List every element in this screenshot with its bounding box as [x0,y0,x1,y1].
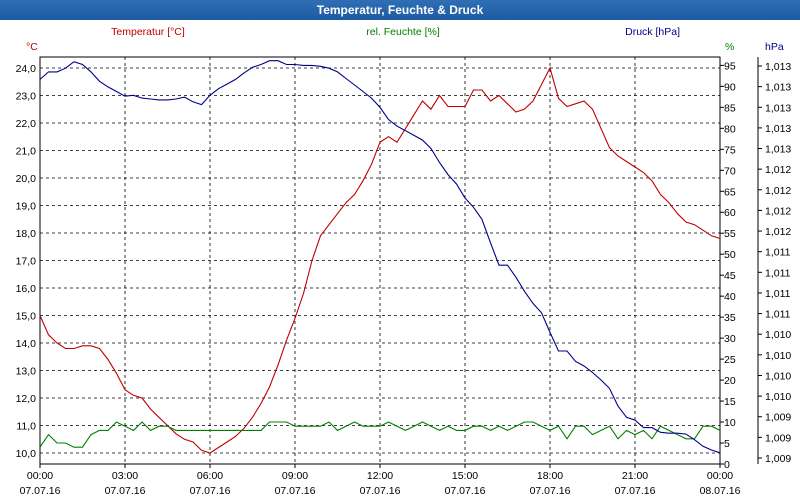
pressure-tick-label: 1,010 [765,329,791,341]
temperature-axis-label: Temperatur [°C] [111,26,185,38]
pressure-tick-label: 1,012 [765,185,791,197]
temperature-tick-label: 24,0 [16,63,37,75]
temperature-tick-label: 20,0 [16,173,37,185]
humidity-unit: % [725,41,734,53]
x-tick-time: 06:00 [197,470,223,482]
pressure-tick-label: 1,009 [765,453,791,465]
pressure-tick-label: 1,011 [765,309,791,321]
pressure-tick-label: 1,013 [765,144,791,156]
temperature-tick-label: 14,0 [16,338,37,350]
humidity-tick-label: 95 [724,60,736,72]
temperature-tick-label: 17,0 [16,256,37,268]
x-tick-time: 00:00 [707,470,733,482]
pressure-tick-label: 1,011 [765,247,791,259]
humidity-tick-label: 50 [724,249,736,261]
axis-labels: Temperatur [°C] rel. Feuchte [%] Druck [hP… [26,26,784,53]
pressure-axis: 1,009 1,009 1,009 1,010 1,010 1,010 1,010 1,011… [757,57,791,465]
series-line-humidity [39,421,721,448]
x-tick-time: 12:00 [367,470,393,482]
pressure-tick-label: 1,011 [765,267,791,279]
humidity-tick-label: 65 [724,186,736,198]
line-chart: 10,0 11,0 12,0 13,0 14,0 15,0 16,0 17,0 18,0 19,0… [16,26,792,497]
temperature-tick-label: 15,0 [16,311,37,323]
series-layer [39,60,721,454]
temperature-tick-label: 10,0 [16,448,37,460]
window-title: Temperatur, Feuchte & Druck [0,0,800,20]
pressure-tick-label: 1,010 [765,370,791,382]
pressure-tick-label: 1,012 [765,164,791,176]
x-tick-time: 09:00 [282,470,308,482]
pressure-unit: hPa [765,41,784,53]
temperature-tick-label: 23,0 [16,91,37,103]
pressure-tick-label: 1,013 [765,82,791,94]
humidity-tick-label: 60 [724,207,736,219]
gridlines [40,57,720,464]
x-tick-date: 07.07.16 [275,485,316,497]
x-tick-time: 15:00 [452,470,478,482]
temperature-tick-label: 21,0 [16,146,37,158]
humidity-tick-label: 35 [724,312,736,324]
x-tick-time: 00:00 [27,470,53,482]
humidity-tick-label: 30 [724,333,736,345]
series-line-pressure [39,60,721,454]
pressure-axis-label: Druck [hPa] [625,26,680,38]
x-tick-date: 07.07.16 [20,485,61,497]
humidity-tick-label: 90 [724,81,736,93]
pressure-tick-label: 1,013 [765,61,791,73]
temperature-tick-label: 16,0 [16,283,37,295]
humidity-axis-label: rel. Feuchte [%] [366,26,440,38]
humidity-tick-label: 85 [724,102,736,114]
pressure-tick-label: 1,009 [765,432,791,444]
humidity-tick-label: 20 [724,375,736,387]
temperature-tick-label: 19,0 [16,201,37,213]
pressure-tick-label: 1,012 [765,226,791,238]
temperature-tick-label: 18,0 [16,228,37,240]
pressure-tick-label: 1,011 [765,288,791,300]
x-tick-date: 07.07.16 [445,485,486,497]
x-tick-date: 08.07.16 [700,485,741,497]
x-axis: 00:00 07.07.16 03:00 07.07.16 06:00 07.07.16 0… [20,464,741,497]
pressure-tick-label: 1,010 [765,391,791,403]
x-tick-date: 07.07.16 [360,485,401,497]
temperature-axis: 10,0 11,0 12,0 13,0 14,0 15,0 16,0 17,0 18,0 19,0… [16,63,37,460]
x-tick-date: 07.07.16 [615,485,656,497]
humidity-tick-label: 15 [724,396,736,408]
pressure-tick-label: 1,012 [765,205,791,217]
temperature-unit: °C [26,41,38,53]
temperature-tick-label: 13,0 [16,366,37,378]
temperature-tick-label: 22,0 [16,118,37,130]
humidity-tick-label: 10 [724,417,736,429]
temperature-tick-label: 11,0 [16,421,36,433]
humidity-tick-label: 80 [724,123,736,135]
x-tick-time: 21:00 [622,470,648,482]
humidity-tick-label: 5 [724,438,730,450]
x-tick-date: 07.07.16 [530,485,571,497]
humidity-tick-label: 75 [724,144,736,156]
x-tick-time: 03:00 [112,470,138,482]
x-tick-date: 07.07.16 [190,485,231,497]
pressure-tick-label: 1,013 [765,123,791,135]
x-tick-date: 07.07.16 [105,485,146,497]
pressure-tick-label: 1,010 [765,350,791,362]
humidity-axis: 0 5 10 15 20 25 30 35 40 45 50 55 60 65 70 75 80 85 90 95 [720,60,736,471]
series-line-temperature [39,66,721,454]
humidity-tick-label: 40 [724,291,736,303]
humidity-tick-label: 25 [724,354,736,366]
humidity-tick-label: 0 [724,459,730,471]
pressure-tick-label: 1,009 [765,412,791,424]
x-tick-time: 18:00 [537,470,563,482]
humidity-tick-label: 70 [724,165,736,177]
temperature-tick-label: 12,0 [16,393,37,405]
pressure-tick-label: 1,013 [765,102,791,114]
humidity-tick-label: 45 [724,270,736,282]
humidity-tick-label: 55 [724,228,736,240]
